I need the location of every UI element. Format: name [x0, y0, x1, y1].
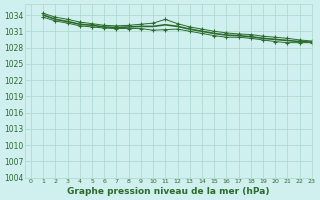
X-axis label: Graphe pression niveau de la mer (hPa): Graphe pression niveau de la mer (hPa) [67, 187, 270, 196]
